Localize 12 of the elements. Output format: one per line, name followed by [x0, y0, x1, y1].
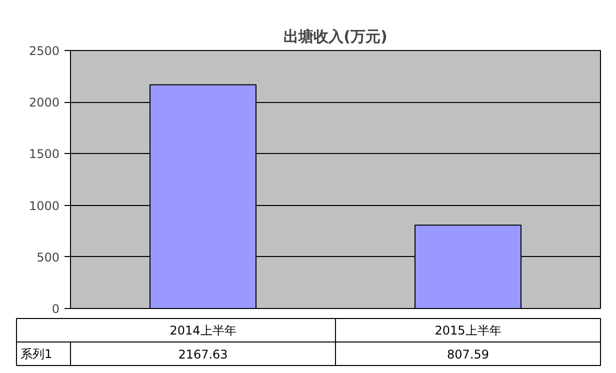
y-tick-label: 0: [52, 302, 60, 316]
data-label: 807.59: [447, 347, 490, 362]
legend-label: 系列1: [20, 346, 52, 361]
x-tick-label: 2015上半年: [434, 323, 502, 338]
y-tick-label: 500: [36, 250, 60, 264]
y-tick-label: 2000: [28, 96, 60, 110]
y-tick-label: 1000: [28, 198, 60, 213]
y-tick-label: 2500: [28, 44, 60, 58]
y-tick-label: 1500: [28, 147, 60, 162]
data-label: 2167.63: [178, 347, 228, 362]
x-tick-label: 2014上半年: [170, 323, 236, 338]
chart-title: 出塘收入(万元): [284, 28, 388, 46]
